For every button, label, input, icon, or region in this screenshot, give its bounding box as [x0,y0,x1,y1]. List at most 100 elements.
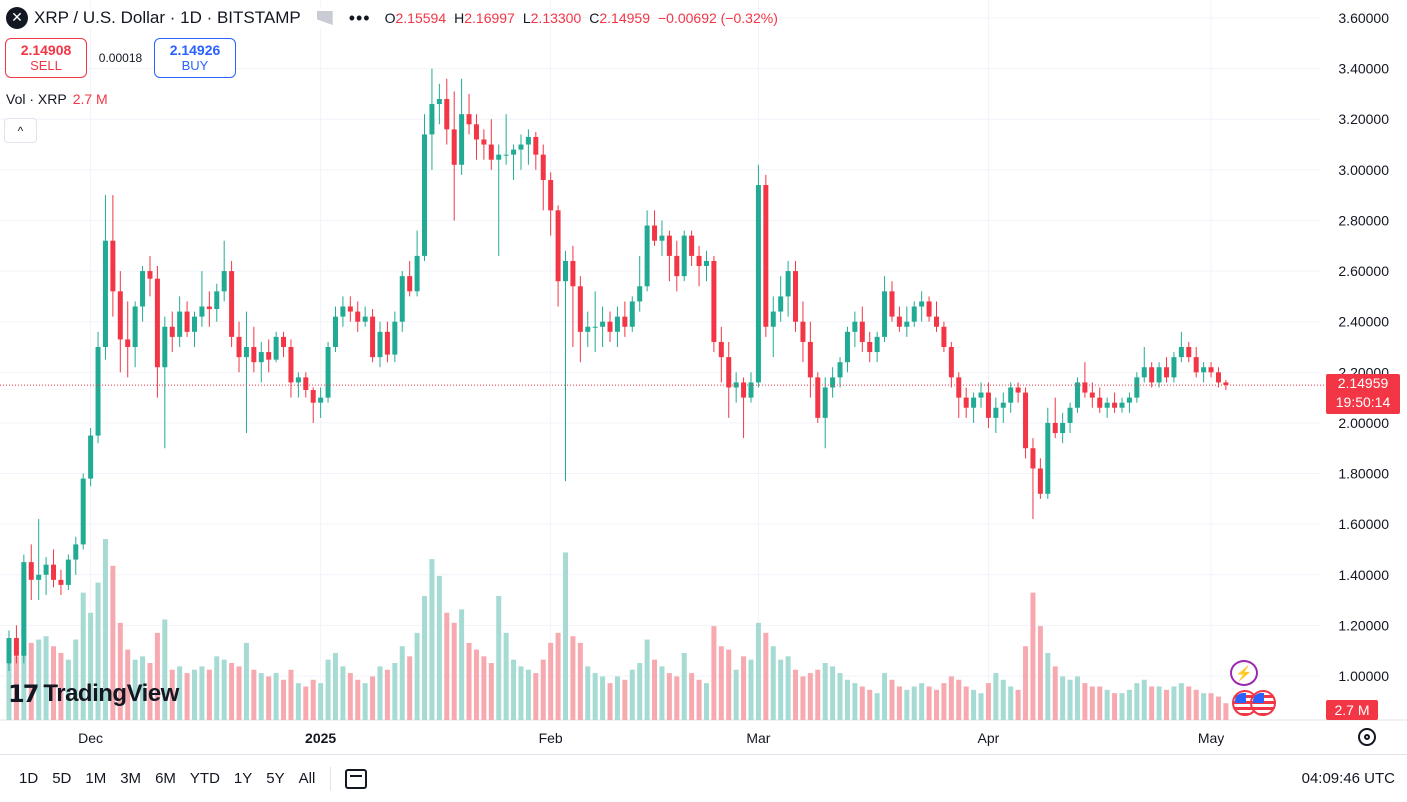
tf-1y-button[interactable]: 1Y [233,770,253,787]
candle-body [258,352,264,363]
candle-body [525,136,531,145]
more-icon[interactable]: ••• [348,7,371,28]
volume-bar [1112,693,1118,720]
volume-bar [993,673,999,720]
collapse-legend-button[interactable]: ^ [4,118,37,143]
volume-bar [614,676,620,720]
candle-body [852,321,858,332]
candle-body [800,321,806,342]
volume-bar [362,683,368,720]
candle-body [726,357,732,388]
volume-bar [896,686,902,720]
candle-body [229,271,235,337]
candle-body [926,301,932,317]
candle-body [1223,382,1229,385]
candle-body [214,291,220,310]
utc-clock[interactable]: 04:09:46 UTC [1301,770,1395,787]
candle-body [310,390,316,403]
toolbar-divider [330,766,332,791]
calendar-icon[interactable] [345,768,368,789]
volume-bar [325,659,331,720]
volume-bar [733,669,739,720]
price-axis[interactable]: 3.60000 3.40000 3.20000 3.00000 2.80000 2.600… [1338,10,1389,684]
candle-body [1074,382,1080,408]
candle-body [1156,367,1162,383]
volume-bar [73,639,79,720]
volume-bar [303,686,309,720]
volume-bar [340,666,346,720]
tf-5y-button[interactable]: 5Y [266,770,285,787]
sell-button[interactable]: 2.14908 SELL [5,38,87,78]
volume-bar [13,656,19,720]
time-axis[interactable]: Dec 2025 Feb Mar Apr May [78,730,1224,746]
candle-body [540,154,546,180]
buy-button[interactable]: 2.14926 BUY [154,38,236,78]
time-tick-label: May [1198,730,1224,746]
candle-body [696,255,702,267]
volume-bar [844,679,850,720]
buy-price: 2.14926 [169,42,221,58]
candle-body [659,235,665,241]
symbol-title[interactable]: XRP / U.S. Dollar · 1D · BITSTAMP [34,8,301,27]
economic-events[interactable] [1232,690,1276,716]
candle-body [281,336,287,347]
volume-bar [162,619,168,720]
candle-body [600,321,606,327]
candle-body [88,435,94,479]
tf-all-button[interactable]: All [298,770,316,787]
bar-countdown: 19:50:14 [1335,394,1391,410]
volume-bar [147,663,153,720]
volume-bar [177,666,183,720]
price-tick-label: 3.20000 [1338,111,1389,127]
candle-body [941,326,947,347]
volume-bar [243,642,249,720]
candle-body [1082,382,1088,393]
volume-bar [370,676,376,720]
volume-bar [496,595,502,720]
gear-icon[interactable] [1358,728,1376,746]
candle-body [1215,372,1221,383]
volume-bar [251,669,257,720]
volume-bar [429,559,435,720]
candle-body [21,562,27,656]
tf-3m-button[interactable]: 3M [120,770,142,787]
volume-bar [266,676,272,720]
tf-1d-button[interactable]: 1D [19,770,39,787]
us-flag-icon[interactable] [1250,690,1276,716]
symbol-box[interactable]: ✕ XRP / U.S. Dollar · 1D · BITSTAMP ••• [0,7,385,29]
candle-body [429,104,435,135]
volume-bar [80,592,86,720]
candle-body [1097,397,1103,408]
volume-legend[interactable]: Vol · XRP 2.7 M [6,91,108,107]
volume-bar [978,693,984,720]
tf-ytd-button[interactable]: YTD [189,770,220,787]
timeframe-buttons: 1D 5D 1M 3M 6M YTD 1Y 5Y All [12,770,322,787]
sell-label: SELL [30,58,62,73]
candle-body [273,336,279,360]
tradingview-logo[interactable]: 17 TradingView [8,680,179,708]
candle-body [1193,357,1199,373]
volume-bar [1193,689,1199,720]
candle-body [65,559,71,585]
flag-icon[interactable] [316,11,333,25]
tf-1m-button[interactable]: 1M [85,770,107,787]
volume-bar [1149,686,1155,720]
volume-bar [1097,686,1103,720]
volume-bar [911,686,917,720]
candle-body [481,139,487,145]
candle-body [162,326,168,368]
volume-bar [533,673,539,720]
tf-5d-button[interactable]: 5D [52,770,72,787]
candle-body [436,98,442,105]
volume-bar [399,646,405,720]
tf-6m-button[interactable]: 6M [155,770,176,787]
volume-bar [310,679,316,720]
volume-bar [281,679,287,720]
volume-bar [436,575,442,720]
candle-body [503,154,509,156]
candle-body [785,271,791,297]
candle-body [822,387,828,418]
time-tick-label: Apr [978,730,1000,746]
events-icon[interactable]: ⚡ [1230,660,1258,686]
